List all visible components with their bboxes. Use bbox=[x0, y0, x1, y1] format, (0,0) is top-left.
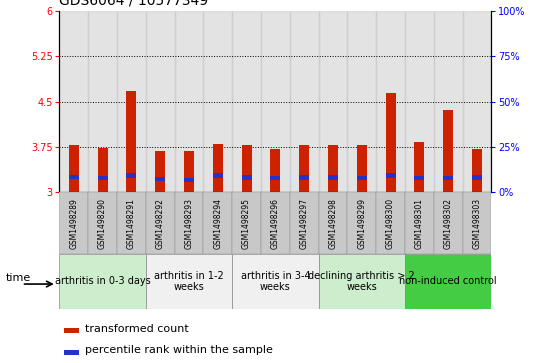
Bar bbox=[271, 176, 280, 180]
Bar bbox=[184, 151, 194, 192]
Text: GSM1498289: GSM1498289 bbox=[69, 198, 78, 249]
Bar bbox=[184, 178, 194, 182]
Bar bbox=[241, 145, 252, 192]
FancyBboxPatch shape bbox=[434, 192, 463, 254]
Bar bbox=[472, 149, 482, 192]
FancyBboxPatch shape bbox=[290, 192, 319, 254]
Text: percentile rank within the sample: percentile rank within the sample bbox=[85, 346, 273, 355]
Bar bbox=[443, 176, 453, 180]
Bar bbox=[299, 175, 309, 180]
Text: GSM1498303: GSM1498303 bbox=[472, 198, 482, 249]
Bar bbox=[386, 93, 396, 192]
FancyBboxPatch shape bbox=[146, 254, 232, 309]
Bar bbox=[64, 350, 79, 355]
Text: GSM1498298: GSM1498298 bbox=[328, 198, 338, 249]
Bar bbox=[213, 144, 223, 192]
Bar bbox=[271, 149, 280, 192]
Bar bbox=[59, 11, 88, 192]
Bar bbox=[155, 177, 165, 181]
Bar bbox=[69, 145, 79, 192]
Bar bbox=[357, 145, 367, 192]
Text: GSM1498292: GSM1498292 bbox=[156, 198, 165, 249]
Bar bbox=[146, 11, 174, 192]
Bar bbox=[204, 11, 232, 192]
FancyBboxPatch shape bbox=[59, 192, 88, 254]
Text: arthritis in 0-3 days: arthritis in 0-3 days bbox=[55, 276, 151, 286]
FancyBboxPatch shape bbox=[117, 192, 146, 254]
Text: GSM1498297: GSM1498297 bbox=[300, 198, 309, 249]
Bar bbox=[405, 11, 434, 192]
Text: GDS6064 / 10577349: GDS6064 / 10577349 bbox=[59, 0, 208, 7]
Bar bbox=[69, 175, 79, 179]
Text: transformed count: transformed count bbox=[85, 324, 189, 334]
Text: arthritis in 1-2
weeks: arthritis in 1-2 weeks bbox=[154, 270, 224, 292]
FancyBboxPatch shape bbox=[319, 254, 405, 309]
FancyBboxPatch shape bbox=[405, 254, 491, 309]
FancyBboxPatch shape bbox=[319, 192, 347, 254]
Text: GSM1498293: GSM1498293 bbox=[185, 198, 193, 249]
Bar bbox=[88, 11, 117, 192]
Text: GSM1498301: GSM1498301 bbox=[415, 198, 424, 249]
Text: GSM1498302: GSM1498302 bbox=[444, 198, 453, 249]
FancyBboxPatch shape bbox=[376, 192, 405, 254]
FancyBboxPatch shape bbox=[146, 192, 174, 254]
Bar bbox=[64, 328, 79, 333]
Bar bbox=[261, 11, 290, 192]
Text: GSM1498294: GSM1498294 bbox=[213, 198, 222, 249]
Bar bbox=[174, 11, 204, 192]
FancyBboxPatch shape bbox=[59, 254, 146, 309]
FancyBboxPatch shape bbox=[347, 192, 376, 254]
Bar bbox=[463, 11, 491, 192]
Bar bbox=[126, 173, 137, 178]
FancyBboxPatch shape bbox=[232, 254, 319, 309]
Text: GSM1498295: GSM1498295 bbox=[242, 198, 251, 249]
Bar bbox=[328, 175, 338, 180]
Bar bbox=[386, 173, 396, 178]
Text: arthritis in 3-4
weeks: arthritis in 3-4 weeks bbox=[241, 270, 310, 292]
FancyBboxPatch shape bbox=[174, 192, 204, 254]
Bar bbox=[357, 176, 367, 180]
Bar bbox=[155, 151, 165, 192]
FancyBboxPatch shape bbox=[463, 192, 491, 254]
FancyBboxPatch shape bbox=[261, 192, 290, 254]
Bar bbox=[319, 11, 347, 192]
Bar bbox=[434, 11, 463, 192]
Bar bbox=[376, 11, 405, 192]
FancyBboxPatch shape bbox=[405, 192, 434, 254]
Text: GSM1498296: GSM1498296 bbox=[271, 198, 280, 249]
Bar bbox=[290, 11, 319, 192]
Text: non-induced control: non-induced control bbox=[400, 276, 497, 286]
Bar bbox=[472, 175, 482, 180]
Bar bbox=[328, 145, 338, 192]
Bar bbox=[213, 173, 223, 178]
Bar bbox=[98, 148, 107, 192]
FancyBboxPatch shape bbox=[204, 192, 232, 254]
Text: declining arthritis > 2
weeks: declining arthritis > 2 weeks bbox=[308, 270, 415, 292]
Bar bbox=[98, 176, 107, 180]
Bar bbox=[117, 11, 146, 192]
FancyBboxPatch shape bbox=[88, 192, 117, 254]
Bar bbox=[347, 11, 376, 192]
Bar bbox=[443, 110, 453, 192]
Text: GSM1498299: GSM1498299 bbox=[357, 198, 366, 249]
Bar bbox=[126, 91, 137, 192]
Text: time: time bbox=[5, 273, 31, 283]
FancyBboxPatch shape bbox=[232, 192, 261, 254]
Bar bbox=[232, 11, 261, 192]
Bar bbox=[414, 142, 424, 192]
Bar bbox=[241, 175, 252, 180]
Text: GSM1498291: GSM1498291 bbox=[127, 198, 136, 249]
Bar bbox=[414, 176, 424, 180]
Bar bbox=[299, 145, 309, 192]
Text: GSM1498300: GSM1498300 bbox=[386, 198, 395, 249]
Text: GSM1498290: GSM1498290 bbox=[98, 198, 107, 249]
